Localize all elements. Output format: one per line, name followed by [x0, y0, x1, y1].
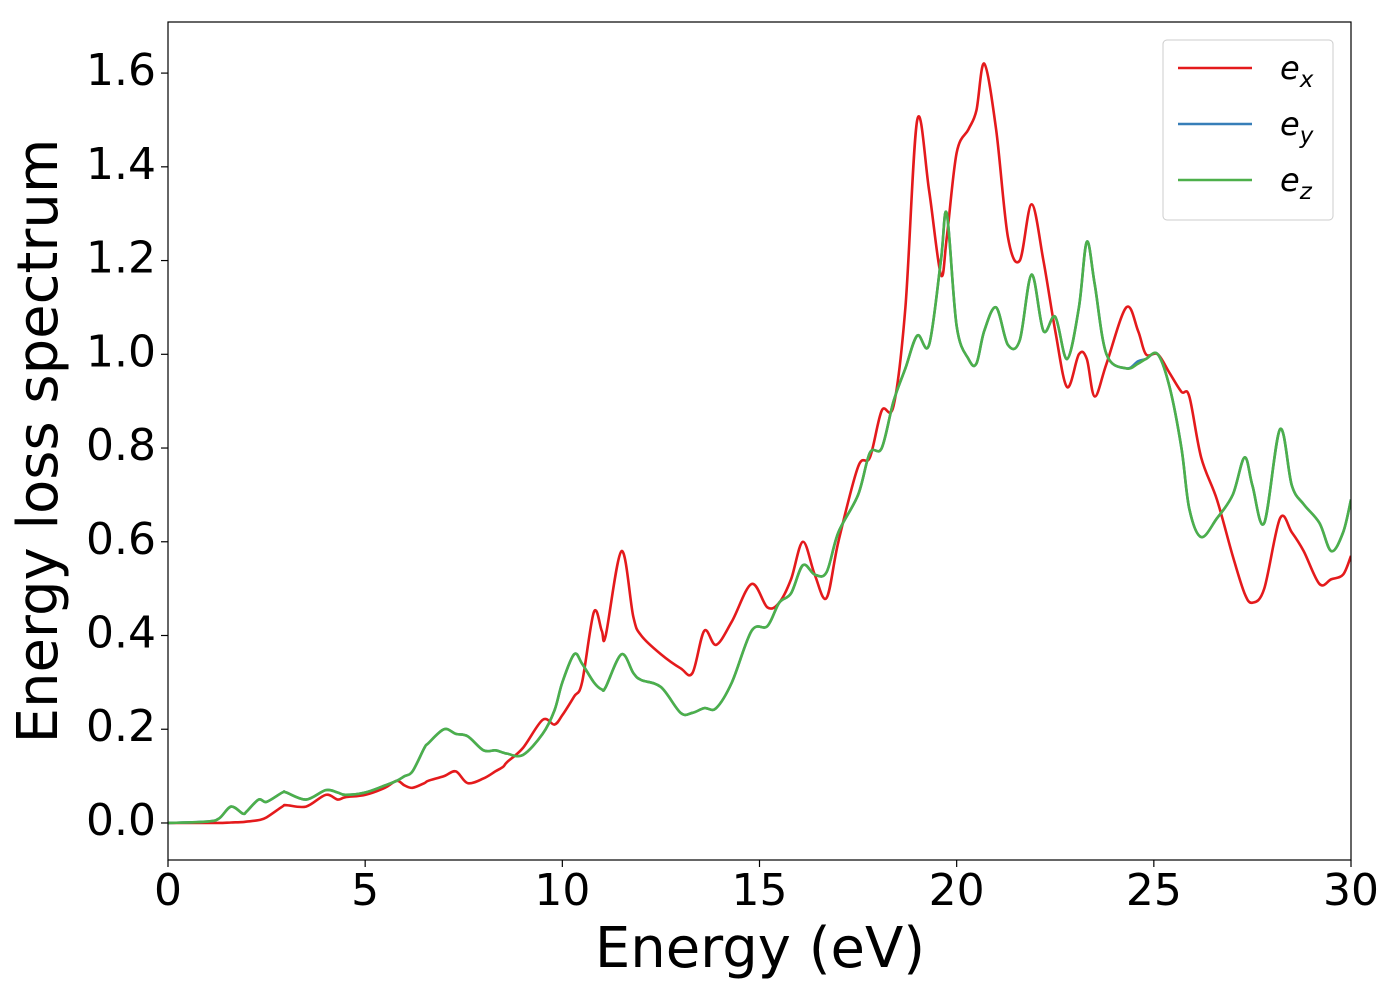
legend-label: ex [1280, 49, 1314, 93]
x-tick-label: 10 [534, 865, 590, 916]
x-tick-label: 20 [929, 865, 985, 916]
x-tick-label: 25 [1126, 865, 1182, 916]
y-tick-label: 1.2 [86, 233, 156, 284]
y-tick-label: 1.0 [86, 326, 156, 377]
y-tick-label: 0.2 [86, 701, 156, 752]
y-axis-title: Energy loss spectrum [6, 139, 71, 744]
x-tick-label: 15 [732, 865, 788, 916]
y-tick-label: 1.4 [86, 139, 156, 190]
legend-label: ez [1280, 161, 1313, 205]
x-axis-title: Energy (eV) [595, 916, 925, 981]
y-tick-label: 0.4 [86, 608, 156, 659]
plot-frame [167, 21, 1352, 861]
y-tick-label: 0.6 [86, 514, 156, 565]
y-tick-label: 0.8 [86, 420, 156, 471]
y-tick-label: 0.0 [86, 795, 156, 846]
series-line [168, 210, 1351, 825]
x-tick-label: 5 [351, 865, 379, 916]
y-tick-label: 1.6 [86, 45, 156, 96]
x-tick-label: 30 [1323, 865, 1379, 916]
x-tick-label: 0 [154, 865, 182, 916]
legend-box [1162, 39, 1334, 221]
series-line [168, 210, 1351, 825]
legend-label: ey [1280, 105, 1314, 149]
